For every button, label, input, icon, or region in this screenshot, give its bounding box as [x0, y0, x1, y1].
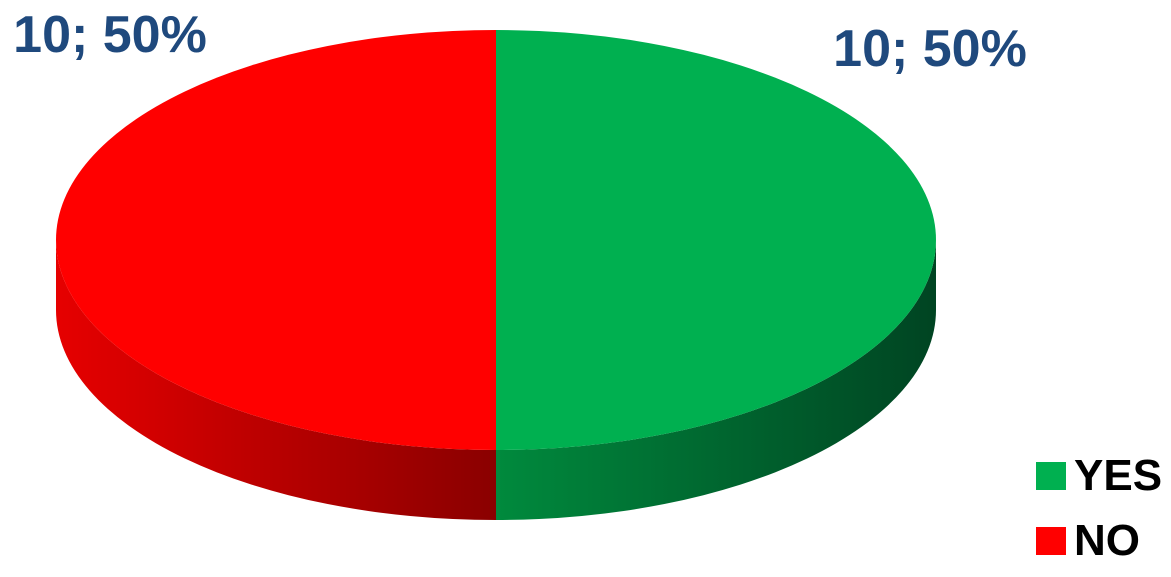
slice-side-no [56, 240, 496, 520]
pie-data-labels: 10; 50% 10; 50% [13, 6, 1027, 78]
legend-label-no: NO [1074, 516, 1140, 565]
legend-item-yes: YES [1036, 451, 1162, 500]
legend: YES NO [1036, 451, 1162, 565]
legend-swatch-yes [1036, 462, 1066, 490]
legend-item-no: NO [1036, 516, 1140, 565]
legend-label-yes: YES [1074, 451, 1162, 500]
slice-side-yes [496, 240, 936, 520]
data-label-no: 10; 50% [13, 6, 207, 64]
pie-tops [56, 30, 936, 450]
data-label-yes: 10; 50% [833, 20, 1027, 78]
pie-sides [56, 240, 936, 520]
legend-swatch-no [1036, 527, 1066, 555]
slice-yes [496, 30, 936, 450]
slice-no [56, 30, 496, 450]
